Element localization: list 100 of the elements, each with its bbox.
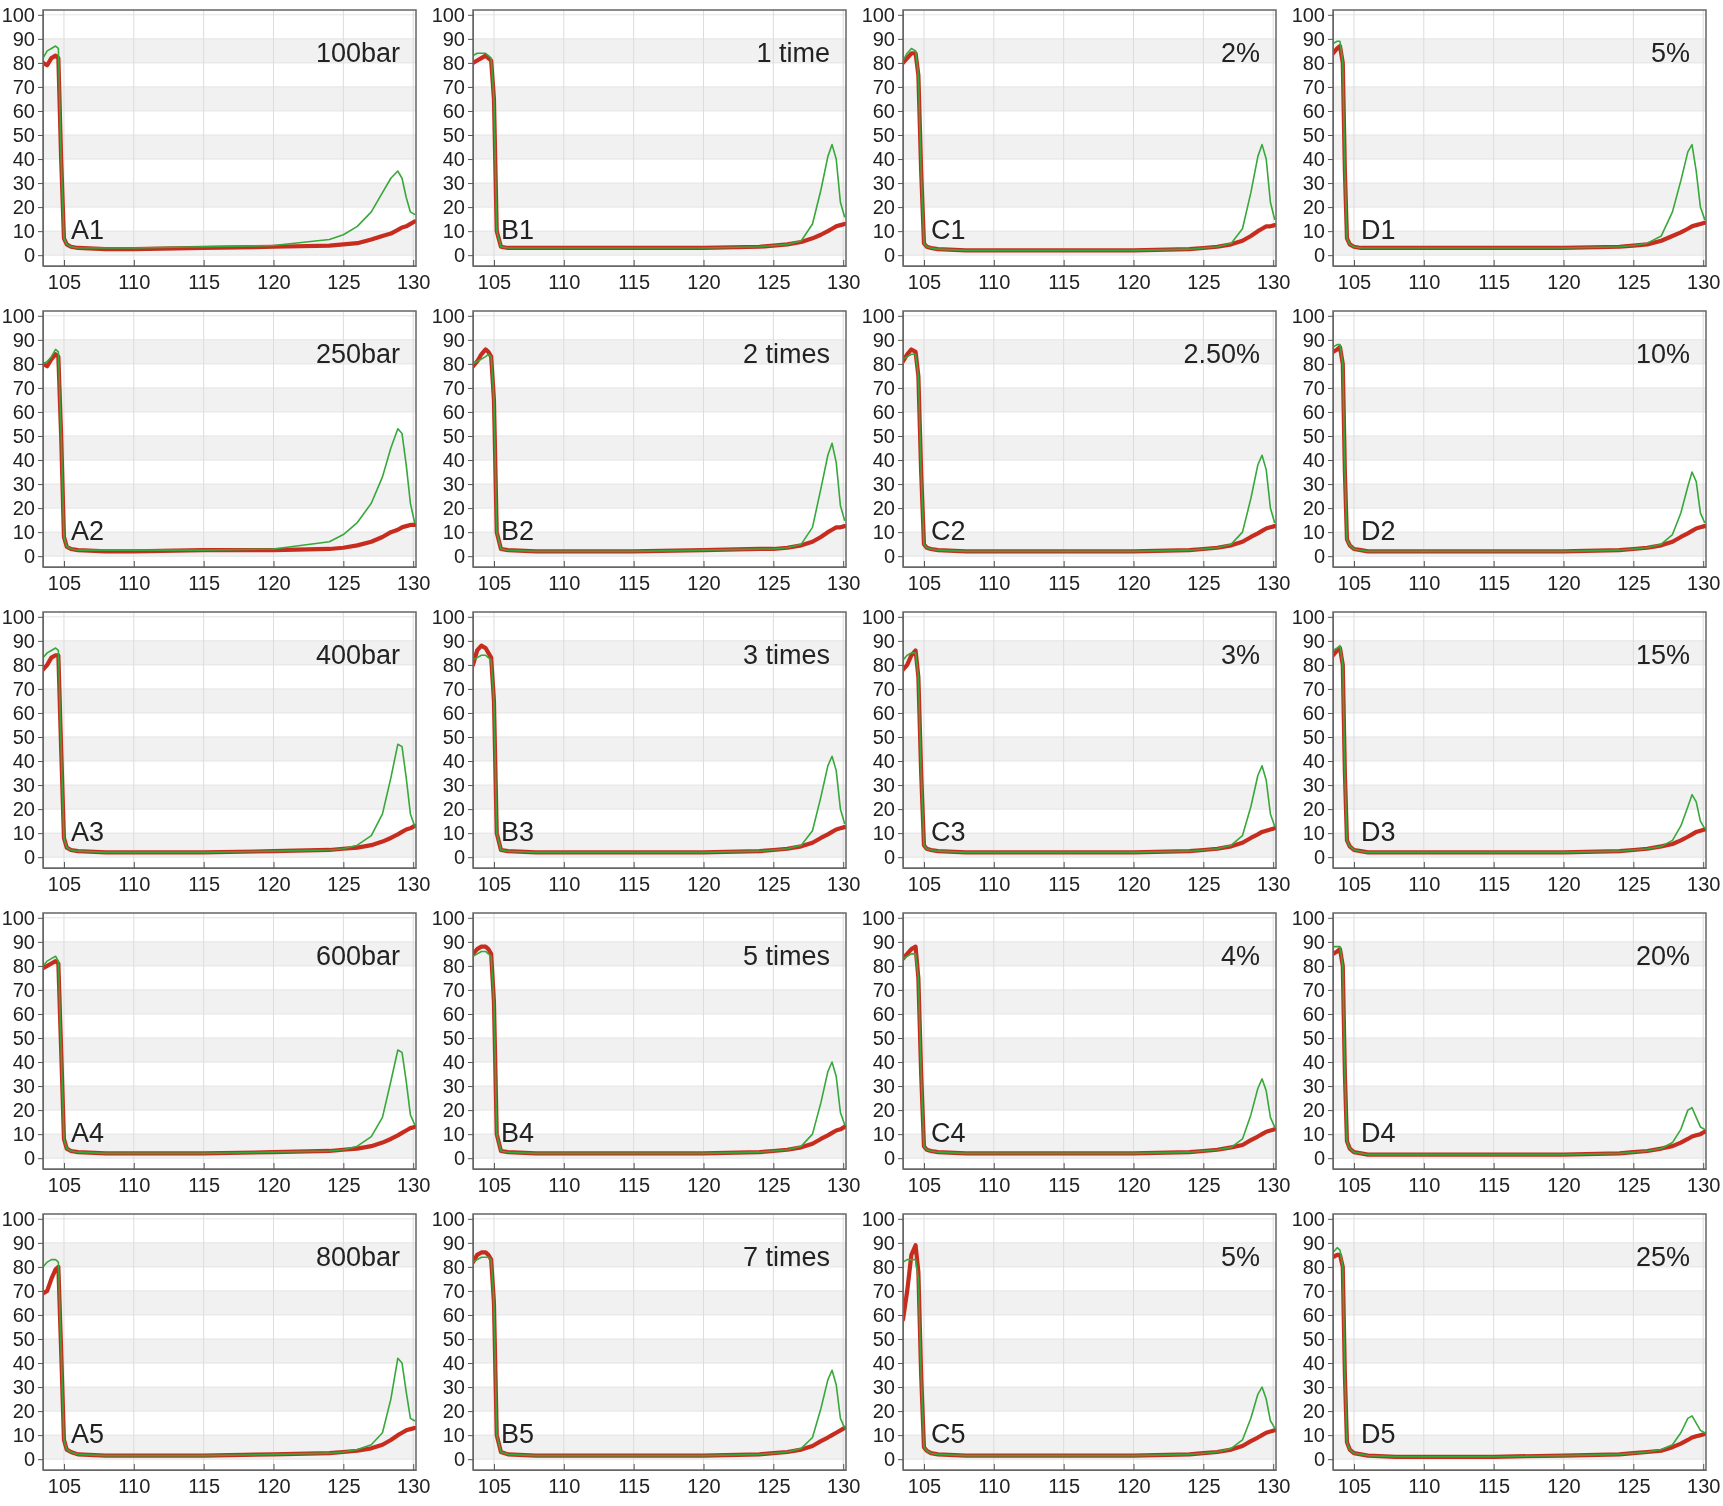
- y-tick-label: 60: [1302, 1303, 1325, 1326]
- x-tick-label: 115: [618, 873, 651, 896]
- y-tick-label: 10: [872, 521, 895, 544]
- annotation: A4: [71, 1118, 105, 1148]
- y-tick-label: 40: [872, 1050, 895, 1073]
- y-tick-label: 100: [861, 3, 895, 26]
- y-tick-label: 80: [12, 653, 35, 676]
- y-tick-label: 60: [12, 701, 35, 724]
- y-tick-label: 80: [872, 653, 895, 676]
- y-tick-label: 10: [1302, 521, 1325, 544]
- annotation: 2.50%: [1183, 339, 1260, 369]
- y-tick-label: 40: [12, 1351, 35, 1374]
- y-tick-label: 50: [442, 123, 465, 146]
- y-tick-label: 50: [872, 123, 895, 146]
- x-tick-label: 115: [1478, 1475, 1511, 1498]
- y-tick-label: 20: [12, 798, 35, 821]
- x-tick-label: 120: [687, 1475, 721, 1498]
- y-tick-label: 70: [12, 978, 35, 1001]
- y-tick-label: 50: [12, 123, 35, 146]
- x-tick-label: 115: [1048, 271, 1081, 294]
- y-tick-label: 50: [872, 725, 895, 748]
- y-tick-label: 100: [1, 1207, 35, 1230]
- y-tick-label: 10: [872, 1123, 895, 1146]
- y-tick-label: 70: [872, 376, 895, 399]
- y-tick-label: 40: [872, 448, 895, 471]
- x-tick-label: 120: [1117, 271, 1151, 294]
- x-tick-label: 125: [1617, 572, 1651, 595]
- x-tick-label: 105: [47, 572, 82, 595]
- y-tick-label: 50: [1302, 424, 1325, 447]
- x-tick-label: 120: [687, 271, 721, 294]
- y-tick-label: 10: [12, 521, 35, 544]
- y-tick-label: 70: [442, 75, 465, 98]
- y-tick-label: 60: [442, 400, 465, 423]
- y-tick-label: 0: [883, 1448, 895, 1471]
- x-tick-label: 115: [1478, 572, 1511, 595]
- y-tick-label: 20: [442, 1099, 465, 1122]
- y-tick-label: 60: [872, 400, 895, 423]
- x-tick-label: 130: [827, 873, 861, 896]
- y-tick-label: 10: [442, 521, 465, 544]
- y-tick-label: 20: [12, 497, 35, 520]
- y-tick-label: 90: [1302, 629, 1325, 652]
- y-tick-label: 50: [1302, 123, 1325, 146]
- y-tick-label: 70: [1302, 677, 1325, 700]
- x-tick-label: 130: [1687, 1174, 1721, 1197]
- annotation: 400bar: [315, 640, 400, 670]
- y-tick-label: 100: [431, 3, 465, 26]
- y-tick-label: 60: [442, 701, 465, 724]
- y-tick-label: 40: [1302, 147, 1325, 170]
- y-tick-label: 30: [1302, 171, 1325, 194]
- x-tick-label: 105: [1337, 271, 1372, 294]
- y-tick-label: 60: [12, 1303, 35, 1326]
- y-tick-label: 40: [442, 749, 465, 772]
- y-tick-label: 10: [1302, 1424, 1325, 1447]
- y-tick-label: 50: [1302, 1327, 1325, 1350]
- annotation: 25%: [1635, 1242, 1690, 1272]
- y-tick-label: 100: [431, 1207, 465, 1230]
- x-tick-label: 115: [1048, 1174, 1081, 1197]
- annotation: 7 times: [742, 1242, 830, 1272]
- x-tick-label: 125: [1187, 271, 1221, 294]
- x-tick-label: 130: [827, 1174, 861, 1197]
- y-tick-label: 0: [23, 1147, 35, 1170]
- annotation: 15%: [1635, 640, 1690, 670]
- y-tick-label: 70: [12, 75, 35, 98]
- y-tick-label: 100: [861, 1207, 895, 1230]
- x-tick-label: 105: [1337, 572, 1372, 595]
- y-tick-label: 100: [861, 906, 895, 929]
- x-tick-label: 110: [1408, 1174, 1441, 1197]
- y-tick-label: 60: [12, 400, 35, 423]
- annotation: A2: [71, 516, 105, 546]
- x-tick-label: 130: [1687, 1475, 1721, 1498]
- y-tick-label: 0: [1313, 244, 1325, 267]
- y-tick-label: 30: [12, 472, 35, 495]
- y-tick-label: 100: [861, 605, 895, 628]
- y-tick-label: 70: [12, 1279, 35, 1302]
- y-tick-label: 20: [1302, 1400, 1325, 1423]
- y-tick-label: 30: [872, 1375, 895, 1398]
- y-tick-label: 30: [442, 1074, 465, 1097]
- y-tick-label: 70: [872, 677, 895, 700]
- y-tick-label: 20: [1302, 196, 1325, 219]
- x-tick-label: 105: [907, 271, 942, 294]
- annotation: 600bar: [315, 941, 400, 971]
- annotation: 3 times: [742, 640, 830, 670]
- x-tick-label: 110: [978, 1174, 1011, 1197]
- annotation: C2: [931, 516, 966, 546]
- x-tick-label: 120: [1117, 873, 1151, 896]
- x-tick-label: 125: [1617, 1475, 1651, 1498]
- x-tick-label: 105: [477, 271, 512, 294]
- x-tick-label: 115: [188, 271, 221, 294]
- y-tick-label: 50: [442, 1026, 465, 1049]
- y-tick-label: 60: [872, 701, 895, 724]
- x-tick-label: 120: [257, 572, 291, 595]
- x-tick-label: 105: [1337, 1475, 1372, 1498]
- y-tick-label: 30: [872, 773, 895, 796]
- x-tick-label: 120: [687, 1174, 721, 1197]
- y-tick-label: 40: [12, 448, 35, 471]
- y-tick-label: 20: [872, 1099, 895, 1122]
- y-tick-label: 30: [872, 472, 895, 495]
- annotation: C3: [931, 817, 966, 847]
- y-tick-label: 90: [12, 629, 35, 652]
- y-tick-label: 50: [12, 1026, 35, 1049]
